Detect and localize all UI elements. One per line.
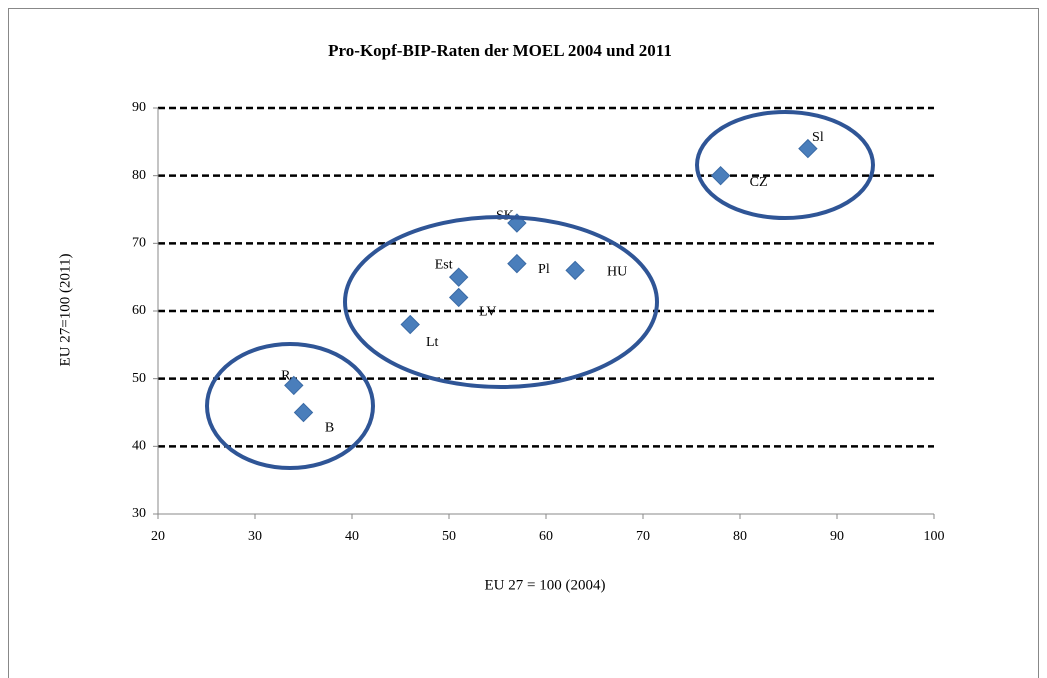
data-point — [448, 287, 469, 308]
data-point — [284, 375, 304, 396]
point-label: B — [325, 421, 334, 436]
data-point — [448, 267, 469, 287]
data-point — [400, 314, 420, 335]
point-label: HU — [607, 265, 627, 280]
point-label: Sl — [812, 130, 824, 145]
data-point — [710, 165, 731, 186]
x-axis-label: EU 27 = 100 (2004) — [485, 577, 606, 593]
y-tick-label: 80 — [132, 168, 146, 183]
y-tick-label: 30 — [132, 506, 146, 521]
data-point — [798, 138, 818, 159]
x-tick-label: 50 — [442, 529, 456, 544]
point-label: Pl — [538, 262, 550, 277]
group-ellipse — [205, 342, 375, 470]
plot-area: 30 40 50 60 70 80 90 20 30 40 50 60 70 80 90 100 R B Lt LV E… — [132, 100, 945, 544]
point-label: Lt — [426, 335, 439, 350]
y-tick-label: 40 — [132, 439, 146, 454]
group-ellipse — [343, 215, 659, 389]
x-tick-label: 100 — [924, 529, 945, 544]
x-tick-label: 70 — [636, 529, 650, 544]
data-point — [507, 253, 527, 274]
chart-title: Pro-Kopf-BIP-Raten der MOEL 2004 und 201… — [328, 41, 672, 60]
data-point — [565, 260, 585, 281]
point-label: R — [281, 369, 291, 384]
x-tick-label: 90 — [830, 529, 844, 544]
x-tick-label: 60 — [539, 529, 553, 544]
point-label: Est — [435, 257, 453, 272]
y-tick-label: 70 — [132, 236, 146, 251]
point-label: CZ — [750, 175, 768, 190]
chart-border — [8, 8, 1039, 678]
x-tick-label: 80 — [733, 529, 747, 544]
y-tick-label: 50 — [132, 371, 146, 386]
data-point — [293, 402, 314, 423]
data-point — [507, 213, 527, 233]
x-tick-label: 30 — [248, 529, 262, 544]
y-tick-label: 90 — [132, 100, 146, 115]
group-ellipse — [695, 110, 875, 220]
y-axis-label: EU 27=100 (2011) — [57, 254, 73, 367]
y-tick-label: 60 — [132, 303, 146, 318]
x-tick-label: 40 — [345, 529, 359, 544]
x-tick-label: 20 — [151, 529, 165, 544]
point-label: LV — [479, 305, 496, 320]
